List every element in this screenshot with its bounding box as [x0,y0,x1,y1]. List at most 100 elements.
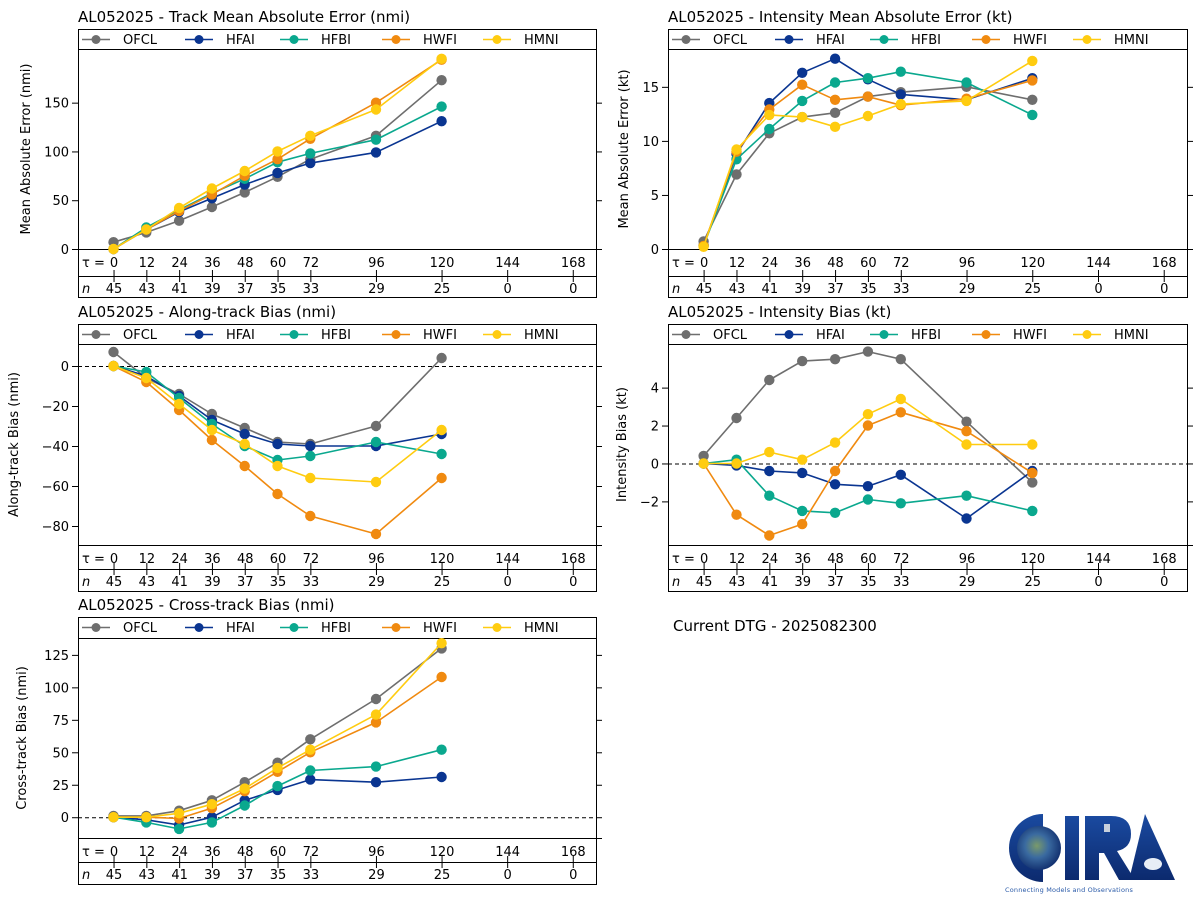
y-tick-label: −2 [640,495,659,510]
n-count-label: 39 [794,575,811,590]
data-point [1027,94,1038,106]
legend-label: HFBI [321,621,351,636]
legend-item-hfai: HFAI [775,328,845,343]
data-point [305,440,316,452]
y-tick-label: 0 [61,360,69,375]
legend-marker [1082,35,1092,44]
tau-tick-label: 36 [204,256,221,271]
data-point [797,454,808,465]
data-point [305,148,316,159]
n-count-label: 0 [569,575,577,590]
legend-marker [681,330,691,339]
cross-track-bias-panel: AL052025 - Cross-track Bias (nmi) OFCL HFA… [15,596,602,885]
current-dtg-label: Current DTG - 2025082300 [673,617,877,635]
legend-label: HFBI [911,33,941,48]
tau-tick-label: 12 [139,256,156,271]
n-count-label: 33 [893,282,910,297]
legend-item-hfbi: HFBI [280,621,351,636]
legend-marker [391,330,401,339]
legend: OFCL HFAI HFBI HWFI HMNI [82,621,559,636]
n-count-label: 0 [504,282,512,297]
data-point [239,187,250,198]
tau-tick-label: 96 [959,256,976,271]
legend-label: HFBI [321,328,351,343]
y-tick-label: 50 [52,746,69,761]
data-point [862,420,874,431]
data-point [895,98,906,110]
y-tick-label: −60 [42,480,69,495]
legend-item-hfbi: HFBI [870,328,941,343]
y-axis-label: Intensity Bias (kt) [615,387,630,502]
data-point [206,799,218,810]
legend-marker [1082,330,1092,339]
tau-tick-label: 48 [237,256,254,271]
data-point [436,744,447,755]
n-count-label: 33 [303,575,320,590]
data-point [173,808,185,819]
y-tick-label: 5 [651,189,659,204]
data-point [108,812,119,823]
n-count-label: 45 [696,575,713,590]
earth-globe-icon [1017,826,1061,870]
series-ofcl [698,346,1038,488]
intensity-mae-panel: AL052025 - Intensity Mean Absolute Error… [617,8,1193,298]
y-tick-label: 100 [44,681,69,696]
legend-item-hwfi: HWFI [382,621,457,636]
chart-title: AL052025 - Intensity Bias (kt) [668,303,891,321]
series-line [702,411,1033,537]
legend-marker [289,623,299,632]
data-point [436,101,447,112]
n-count-label: 39 [204,282,221,297]
tau-tick-label: 0 [110,552,118,567]
legend-label: HFAI [226,621,255,636]
legend-item-ofcl: OFCL [82,621,158,636]
tau-tick-label: 60 [270,552,287,567]
legend-marker [879,35,889,44]
legend-marker [681,35,691,44]
y-tick-label: 25 [52,779,69,794]
data-point [370,147,382,158]
legend-label: HFBI [321,33,351,48]
tau-tick-label: 24 [762,256,779,271]
data-point [1027,109,1038,121]
data-point [436,472,447,484]
data-point [206,817,218,828]
n-count-label: 29 [959,282,976,297]
data-point [108,346,119,358]
legend-label: HWFI [423,33,457,48]
series-hfai [108,771,447,831]
n-count-label: 33 [303,282,320,297]
n-prefix: n [82,868,90,883]
tau-tick-label: 72 [893,552,910,567]
n-count-label: 33 [893,575,910,590]
data-point [895,407,906,418]
data-point [731,458,742,469]
legend-label: HWFI [1013,33,1047,48]
legend-item-hmni: HMNI [483,621,559,636]
data-point [797,518,808,530]
data-point [862,481,874,492]
legend-item-hfbi: HFBI [280,328,351,343]
tau-tick-label: 60 [860,552,877,567]
data-point [797,467,808,479]
n-count-label: 0 [1094,282,1102,297]
legend-label: OFCL [123,33,158,48]
tau-tick-label: 0 [700,256,708,271]
logo-tagline: Connecting Models and Observations [1005,886,1133,894]
data-point [961,513,972,524]
data-point [698,241,709,252]
legend-item-ofcl: OFCL [672,328,748,343]
tau-tick-label: 168 [1152,552,1177,567]
tau-tick-label: 12 [729,552,746,567]
n-count-label: 0 [569,282,577,297]
tau-tick-label: 36 [794,552,811,567]
y-tick-label: 4 [651,382,659,397]
along-track-bias-panel: AL052025 - Along-track Bias (nmi) OFCL HFA… [7,303,602,592]
n-count-label: 41 [762,282,779,297]
data-point [829,94,841,106]
n-count-label: 29 [368,868,385,883]
data-point [108,243,119,255]
data-point [206,201,218,213]
tau-tick-label: 48 [237,552,254,567]
